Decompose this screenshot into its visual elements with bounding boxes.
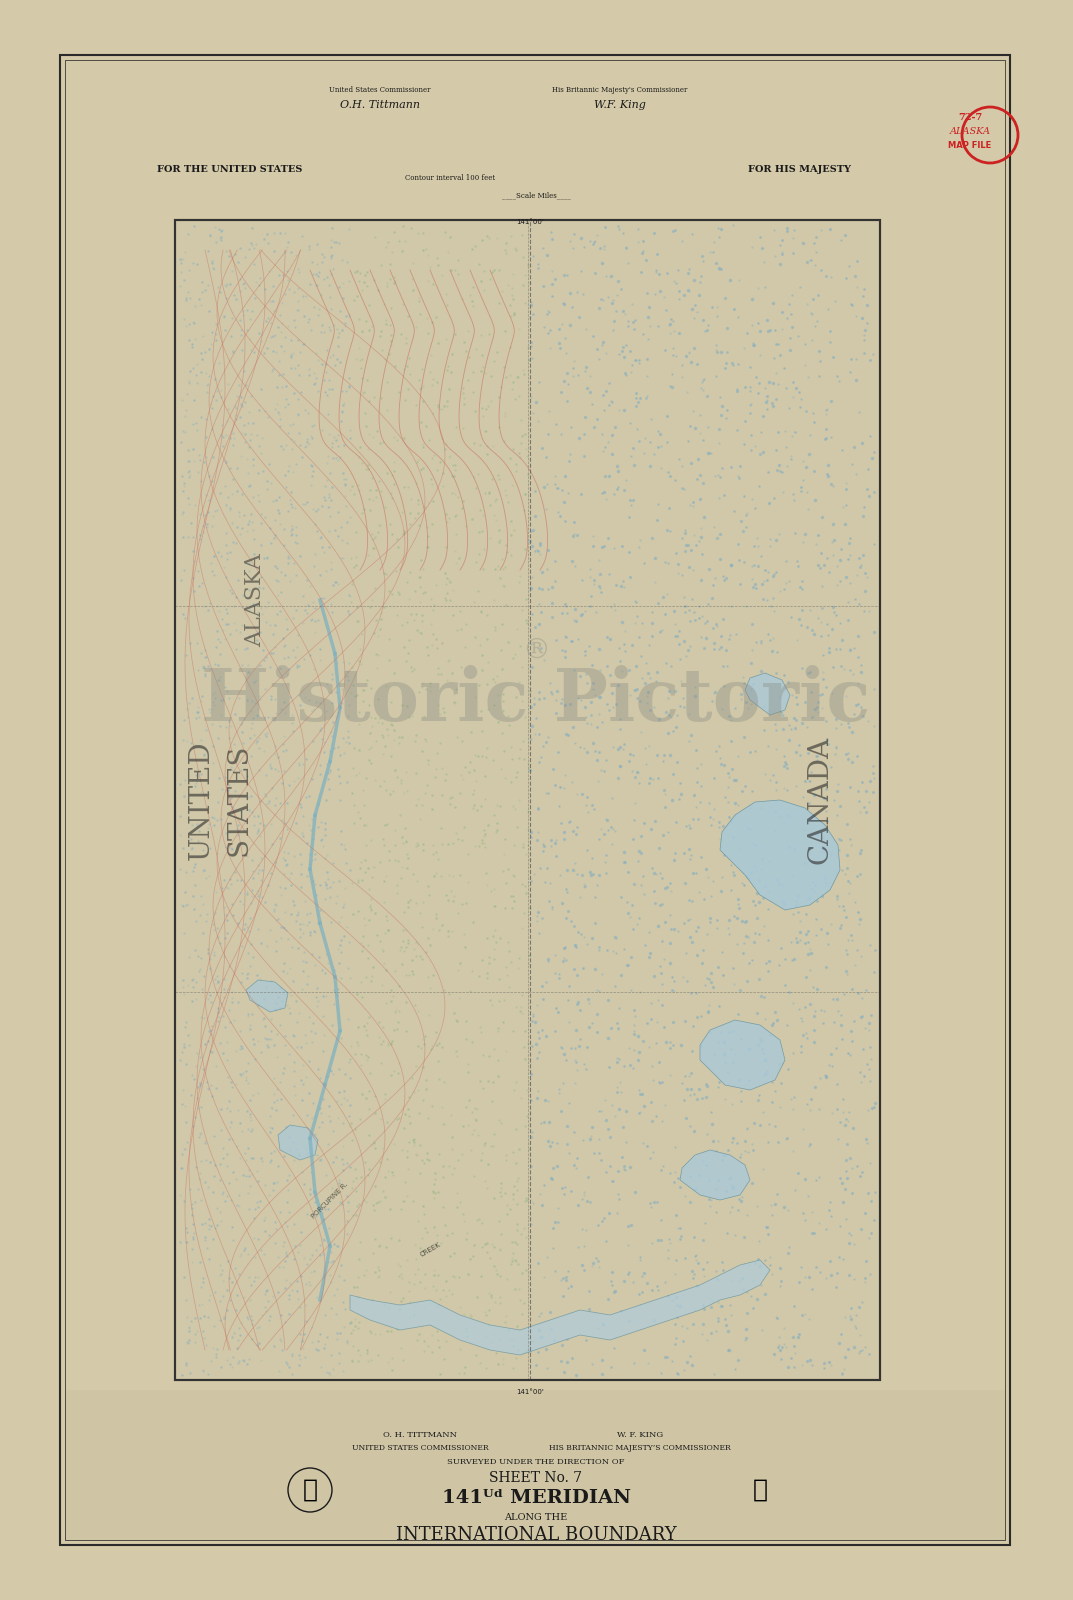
Text: Historic Pictoric: Historic Pictoric bbox=[202, 664, 870, 736]
Polygon shape bbox=[680, 1150, 750, 1200]
Bar bbox=[65, 59, 1005, 1539]
Text: UNITED STATES COMMISSIONER: UNITED STATES COMMISSIONER bbox=[352, 1443, 488, 1453]
Text: O. H. TITTMANN: O. H. TITTMANN bbox=[383, 1430, 457, 1438]
Text: His Britannic Majesty's Commissioner: His Britannic Majesty's Commissioner bbox=[553, 86, 688, 94]
Bar bbox=[175, 219, 880, 1379]
Polygon shape bbox=[246, 979, 288, 1013]
Polygon shape bbox=[278, 1125, 318, 1160]
Polygon shape bbox=[350, 1261, 770, 1355]
Text: PORCUPINE R.: PORCUPINE R. bbox=[311, 1181, 350, 1219]
Bar bbox=[60, 54, 1010, 1546]
Text: ®: ® bbox=[523, 637, 550, 664]
Text: FOR HIS MAJESTY: FOR HIS MAJESTY bbox=[749, 165, 852, 174]
Text: INTERNATIONAL BOUNDARY: INTERNATIONAL BOUNDARY bbox=[396, 1526, 676, 1544]
Text: 👑: 👑 bbox=[752, 1478, 767, 1502]
Text: ALONG THE: ALONG THE bbox=[504, 1514, 568, 1523]
Text: W. F. KING: W. F. KING bbox=[617, 1430, 663, 1438]
Bar bbox=[65, 1390, 1005, 1539]
Text: HIS BRITANNIC MAJESTY’S COMMISSIONER: HIS BRITANNIC MAJESTY’S COMMISSIONER bbox=[549, 1443, 731, 1453]
Polygon shape bbox=[745, 674, 790, 715]
Text: Contour interval 100 feet: Contour interval 100 feet bbox=[405, 174, 495, 182]
Text: W.F. King: W.F. King bbox=[594, 99, 646, 110]
Text: O.H. Tittmann: O.H. Tittmann bbox=[340, 99, 420, 110]
Polygon shape bbox=[720, 800, 840, 910]
Text: ALASKA: ALASKA bbox=[950, 128, 990, 136]
Bar bbox=[175, 219, 880, 1379]
Text: United States Commissioner: United States Commissioner bbox=[329, 86, 430, 94]
Text: FOR THE UNITED STATES: FOR THE UNITED STATES bbox=[158, 165, 303, 174]
Text: SURVEYED UNDER THE DIRECTION OF: SURVEYED UNDER THE DIRECTION OF bbox=[447, 1458, 624, 1466]
Polygon shape bbox=[700, 1021, 785, 1090]
Text: 141°00': 141°00' bbox=[516, 219, 544, 226]
Text: CANADA: CANADA bbox=[807, 736, 834, 864]
Text: UNITED
STATES: UNITED STATES bbox=[188, 741, 252, 859]
Text: ALASKA: ALASKA bbox=[244, 554, 266, 646]
Text: SHEET No. 7: SHEET No. 7 bbox=[489, 1470, 583, 1485]
Text: ____Scale Miles____: ____Scale Miles____ bbox=[501, 190, 571, 198]
Text: 72-7: 72-7 bbox=[958, 114, 982, 123]
Text: MAP FILE: MAP FILE bbox=[949, 141, 991, 149]
Text: 🦅: 🦅 bbox=[303, 1478, 318, 1502]
Text: CREEK: CREEK bbox=[418, 1242, 441, 1258]
Text: 141°00': 141°00' bbox=[516, 1389, 544, 1395]
Text: 141ᵂᵈ MERIDIAN: 141ᵂᵈ MERIDIAN bbox=[441, 1490, 631, 1507]
